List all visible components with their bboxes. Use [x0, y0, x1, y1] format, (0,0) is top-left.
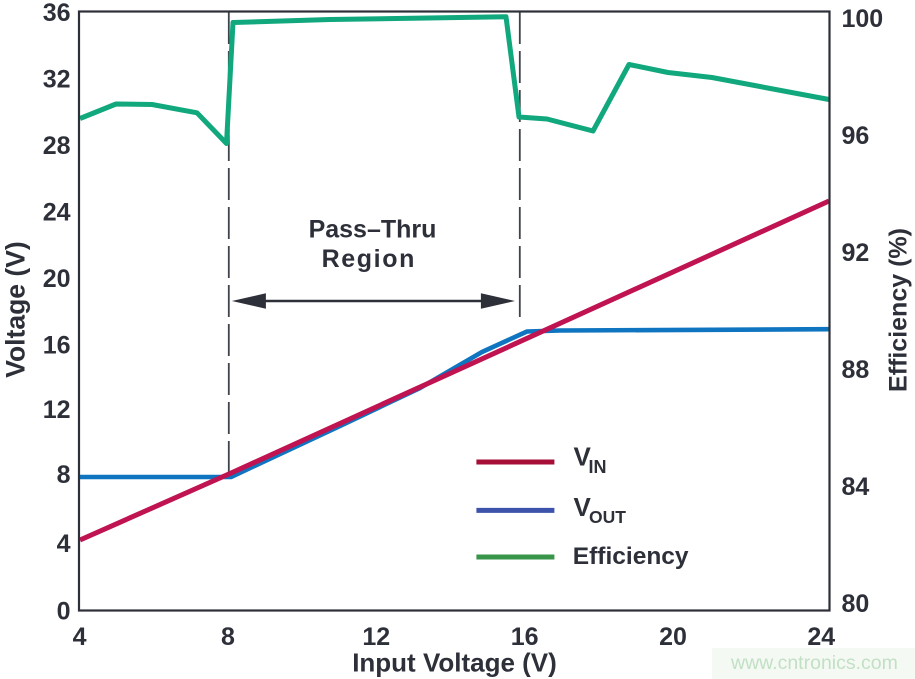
svg-text:12: 12 [362, 623, 390, 651]
svg-text:OUT: OUT [589, 507, 626, 527]
svg-text:IN: IN [589, 457, 607, 477]
svg-text:Pass–Thru: Pass–Thru [309, 215, 437, 243]
svg-text:20: 20 [659, 623, 687, 651]
svg-text:28: 28 [43, 132, 71, 160]
svg-text:12: 12 [43, 396, 71, 424]
svg-text:Input Voltage (V): Input Voltage (V) [352, 648, 557, 678]
svg-text:V: V [574, 492, 592, 522]
svg-text:Efficiency (%): Efficiency (%) [885, 228, 913, 392]
svg-text:V: V [574, 441, 592, 471]
svg-text:88: 88 [842, 356, 870, 384]
svg-text:Region: Region [322, 245, 416, 273]
svg-text:Voltage (V): Voltage (V) [1, 241, 31, 377]
svg-text:4: 4 [57, 530, 71, 558]
svg-text:32: 32 [43, 66, 71, 94]
svg-text:8: 8 [221, 623, 235, 651]
svg-text:16: 16 [511, 623, 539, 651]
svg-text:80: 80 [842, 590, 870, 618]
svg-text:36: 36 [43, 0, 71, 27]
svg-text:4: 4 [73, 623, 87, 651]
svg-text:8: 8 [57, 461, 71, 489]
svg-text:www.cntronics.com: www.cntronics.com [730, 652, 898, 674]
svg-text:0: 0 [57, 597, 71, 625]
svg-text:Efficiency: Efficiency [573, 543, 689, 570]
svg-text:100: 100 [842, 5, 884, 33]
svg-text:84: 84 [842, 473, 870, 501]
svg-text:92: 92 [842, 239, 870, 267]
svg-text:20: 20 [43, 265, 71, 293]
svg-text:96: 96 [842, 122, 870, 150]
svg-text:24: 24 [807, 623, 835, 651]
svg-text:16: 16 [43, 332, 71, 360]
svg-text:24: 24 [43, 199, 71, 227]
